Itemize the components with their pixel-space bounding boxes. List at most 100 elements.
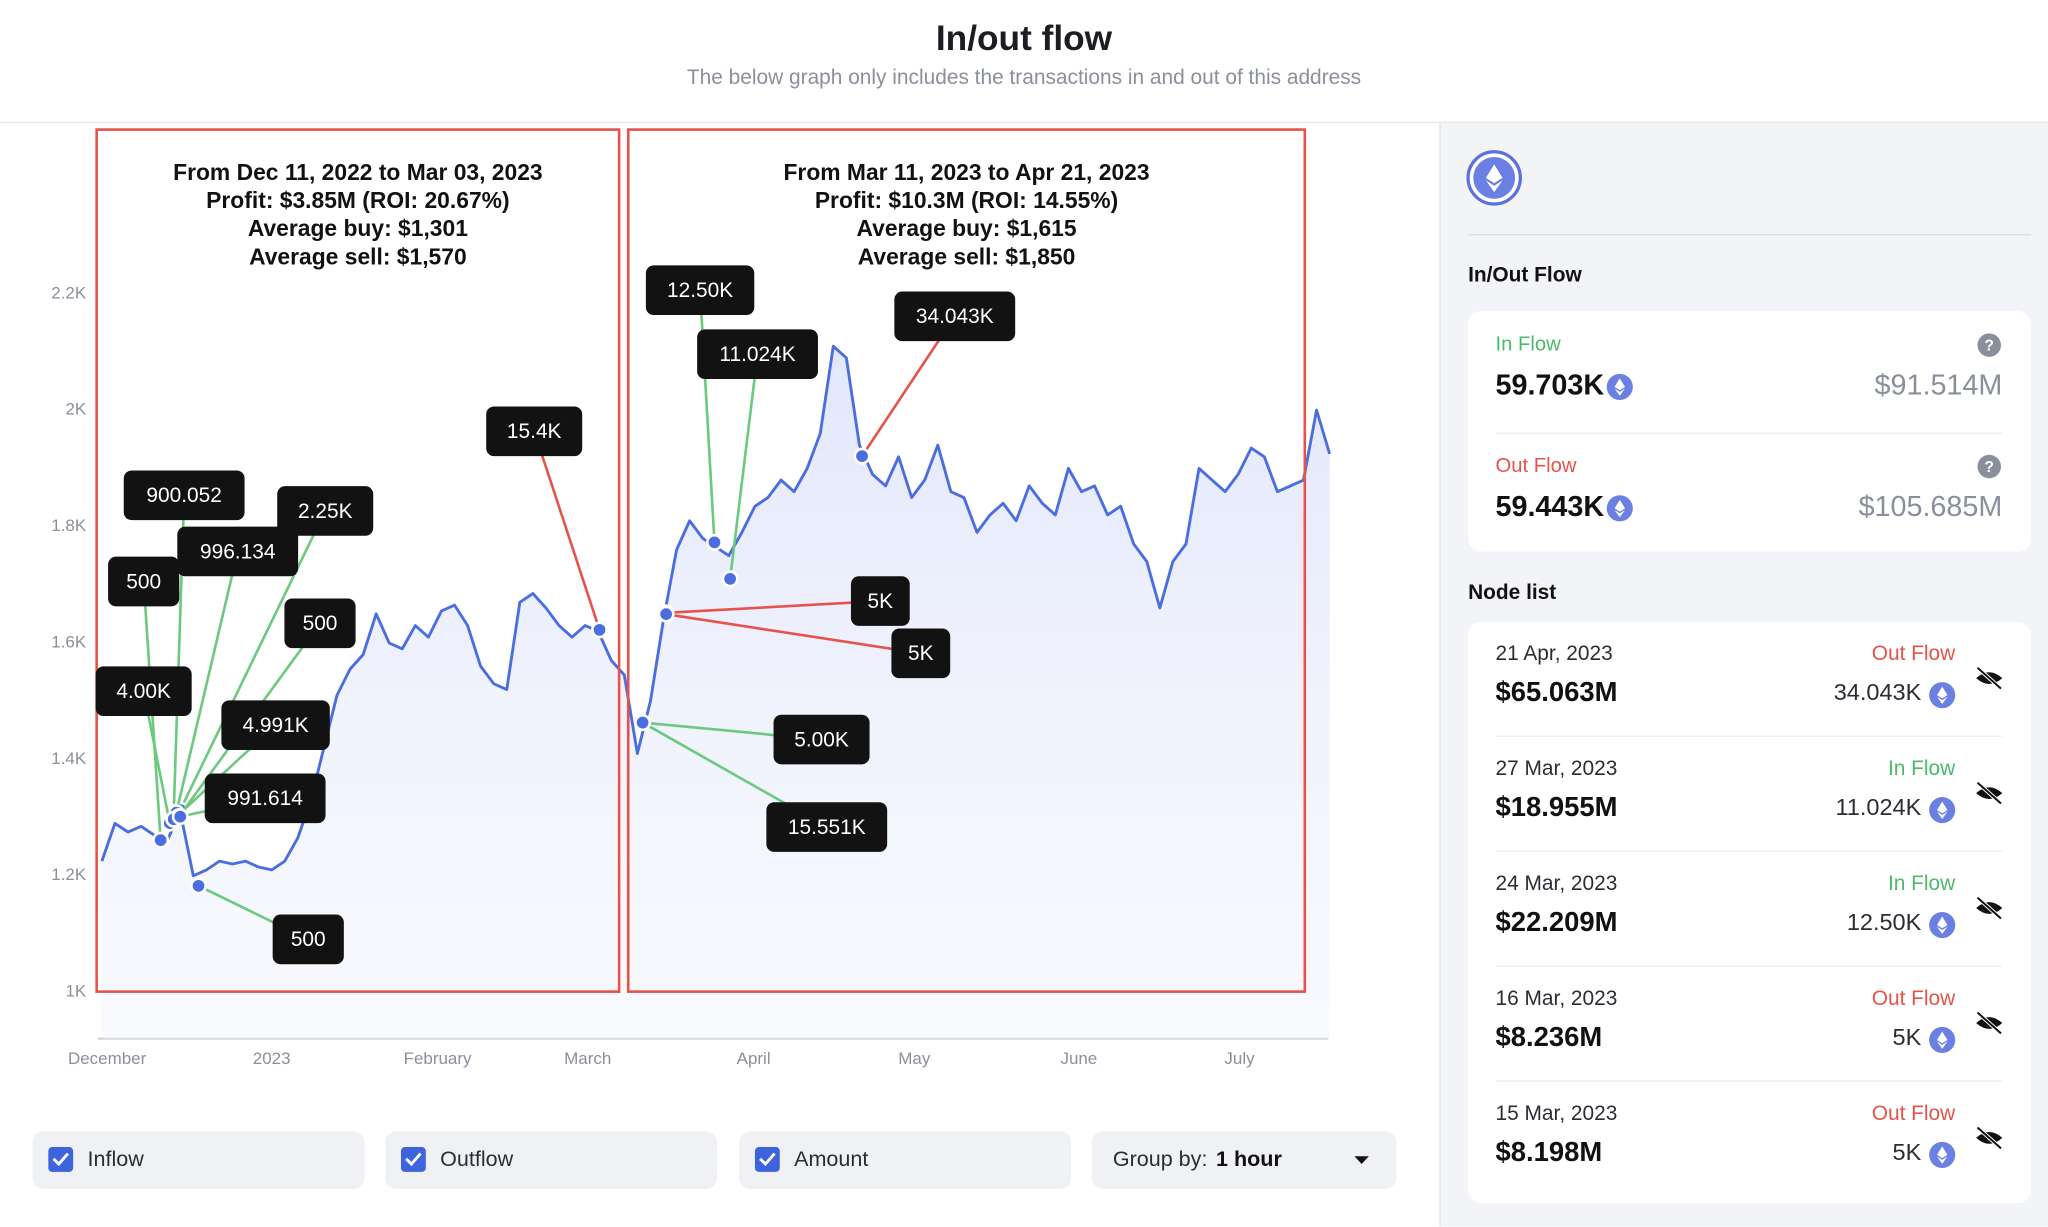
checkbox-field[interactable]: [32, 1131, 365, 1189]
annotation-box: [221, 700, 330, 750]
checkbox-label[interactable]: Amount: [794, 1146, 868, 1171]
node-value: $8.236M: [1496, 1021, 1603, 1052]
annotation-box: [766, 802, 888, 852]
node-type: Out Flow: [1872, 642, 1956, 665]
annotation-label: 4.991K: [243, 714, 309, 737]
annotation-box: [284, 598, 356, 649]
node-type: In Flow: [1888, 872, 1956, 895]
group-by-label: Group by:: [1113, 1146, 1208, 1171]
checkbox[interactable]: [400, 1147, 426, 1172]
annotation-dot: [721, 570, 739, 588]
y-tick-label: 1.6K: [51, 632, 87, 651]
checkbox-label[interactable]: Inflow: [88, 1146, 145, 1171]
group-by-value: 1 hour: [1216, 1146, 1282, 1171]
eth-glyph: [1614, 499, 1626, 518]
area-fill: [101, 346, 1330, 1039]
annotation-dot: [853, 447, 871, 465]
help-icon[interactable]: [1977, 454, 2001, 479]
y-tick-label: 1K: [65, 982, 86, 1001]
annotation-dot: [705, 533, 723, 551]
annotation-dot: [152, 831, 170, 849]
y-tick-label: 1.8K: [51, 516, 87, 535]
period-text: Profit: $10.3M (ROI: 14.55%): [815, 187, 1118, 213]
annotation-label: 500: [126, 570, 161, 593]
annotation-connector: [532, 430, 601, 631]
node-amount: 12.50K: [1847, 909, 1922, 935]
chart: 1K 1.2K 1.4K 1.6K 1.8K 2K 2.2K December 2023 Febr…: [51, 128, 1332, 1068]
annotation-box: [177, 526, 299, 577]
controls[interactable]: Inflow Outflow Amount Group by: 1 hour: [32, 1131, 1397, 1189]
checkbox[interactable]: [48, 1147, 74, 1172]
hide-slash: [1976, 781, 2002, 805]
annotation-box: [891, 628, 951, 679]
annotation-dot: [591, 621, 608, 639]
annotation-label: 4.00K: [116, 680, 171, 703]
eth-glyph: [1936, 916, 1948, 934]
x-tick-label: June: [1060, 1049, 1097, 1068]
annotation-label: 996.134: [200, 540, 275, 563]
node-type: Out Flow: [1872, 987, 1956, 1010]
check-mark: [759, 1152, 776, 1167]
annotation-label: 5K: [868, 590, 894, 613]
group-by-select[interactable]: [1091, 1131, 1397, 1189]
y-tick-label: 2.2K: [51, 283, 87, 302]
period-text: Average buy: $1,301: [248, 215, 468, 241]
y-tick-label: 2K: [65, 400, 86, 419]
annotation-label: 34.043K: [916, 305, 994, 328]
dropdown-arrow: [1354, 1156, 1369, 1165]
annotation-box: [277, 486, 374, 536]
period-text: Profit: $3.85M (ROI: 20.67%): [206, 187, 509, 213]
annotation-box: [773, 714, 870, 765]
eth-glyph: [1936, 1031, 1948, 1049]
annotation-box: [123, 470, 245, 521]
flow-amount: 59.443K: [1496, 491, 1605, 523]
period-text: Average buy: $1,615: [856, 215, 1076, 241]
annotation-box: [108, 556, 180, 607]
help-icon[interactable]: [1977, 333, 2001, 357]
x-tick-label: March: [564, 1049, 611, 1068]
flow-label: In Flow: [1496, 333, 1562, 355]
page-title: In/out flow: [936, 19, 1113, 58]
eth-glyph: [1485, 164, 1503, 193]
checkbox-label[interactable]: Outflow: [440, 1146, 513, 1171]
annotation-box: [95, 666, 192, 717]
period-text: Average sell: $1,570: [249, 243, 467, 269]
annotation-connector: [175, 551, 239, 813]
x-tick-label: 2023: [253, 1049, 291, 1068]
node-card: [1468, 621, 2032, 1204]
annotation-box: [850, 576, 910, 626]
flow-usd: $91.514M: [1875, 369, 2003, 401]
flow-card: [1468, 311, 2032, 552]
period-text: Average sell: $1,850: [858, 243, 1076, 269]
node-type: Out Flow: [1872, 1102, 1956, 1125]
x-tick-label: May: [898, 1049, 931, 1068]
eth-glyph: [1936, 1146, 1948, 1164]
help-glyph: ?: [1984, 338, 1994, 355]
hide-slash: [1976, 666, 2002, 690]
annotation-label: 11.024K: [719, 343, 795, 366]
y-tick-label: 1.2K: [51, 865, 87, 884]
checkbox[interactable]: [754, 1147, 780, 1172]
annotation-dot: [190, 877, 208, 895]
period-text: From Dec 11, 2022 to Mar 03, 2023: [173, 159, 543, 185]
node-date: 24 Mar, 2023: [1496, 872, 1618, 895]
flow-label: Out Flow: [1496, 455, 1577, 477]
annotation-label: 2.25K: [298, 500, 353, 523]
side-content: In/Out Flow In Flow 59.703K $91.514M? Out Fl…: [1466, 150, 2032, 1204]
checkbox-field[interactable]: [385, 1131, 718, 1189]
node-date: 27 Mar, 2023: [1496, 757, 1618, 780]
node-value: $8.198M: [1496, 1136, 1603, 1167]
annotation-connector: [665, 612, 922, 655]
annotation-label: 15.551K: [788, 816, 866, 839]
annotation-box: [486, 406, 583, 457]
eth-glyph: [1936, 801, 1948, 819]
node-amount: 5K: [1893, 1139, 1922, 1165]
hide-slash: [1976, 1011, 2002, 1035]
annotation-label: 500: [303, 612, 338, 635]
annotation-dot: [657, 605, 675, 623]
annotation-dot: [634, 714, 652, 732]
flow-amount: 59.703K: [1496, 369, 1605, 401]
checkbox-field[interactable]: [739, 1131, 1072, 1189]
